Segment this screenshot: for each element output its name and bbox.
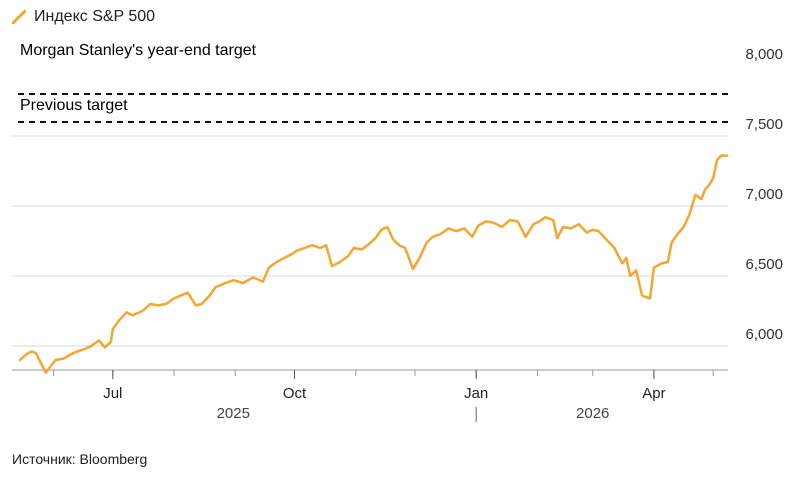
y-tick-label: 8,000 (745, 46, 783, 63)
x-tick-label: Oct (283, 385, 307, 402)
year-label: 2026 (576, 405, 609, 422)
legend-line-icon (11, 9, 27, 25)
year-end-target-label: Morgan Stanley's year-end target (20, 42, 257, 59)
x-tick-label: Jan (464, 385, 488, 402)
year-label: 2025 (217, 405, 250, 422)
y-tick-label: 6,500 (745, 256, 783, 273)
x-tick-label: Apr (642, 385, 665, 402)
y-tick-label: 7,500 (745, 116, 783, 133)
legend-label: Индекс S&P 500 (34, 8, 156, 25)
chart-legend: Индекс S&P 500 (11, 6, 156, 28)
x-tick-label: Jul (103, 385, 122, 402)
series-line-sp500 (18, 154, 729, 374)
previous-target-label: Previous target (20, 97, 128, 114)
y-tick-label: 6,000 (745, 326, 783, 343)
source-note: Источник: Bloomberg (12, 451, 148, 467)
y-tick-label: 7,000 (745, 186, 783, 203)
